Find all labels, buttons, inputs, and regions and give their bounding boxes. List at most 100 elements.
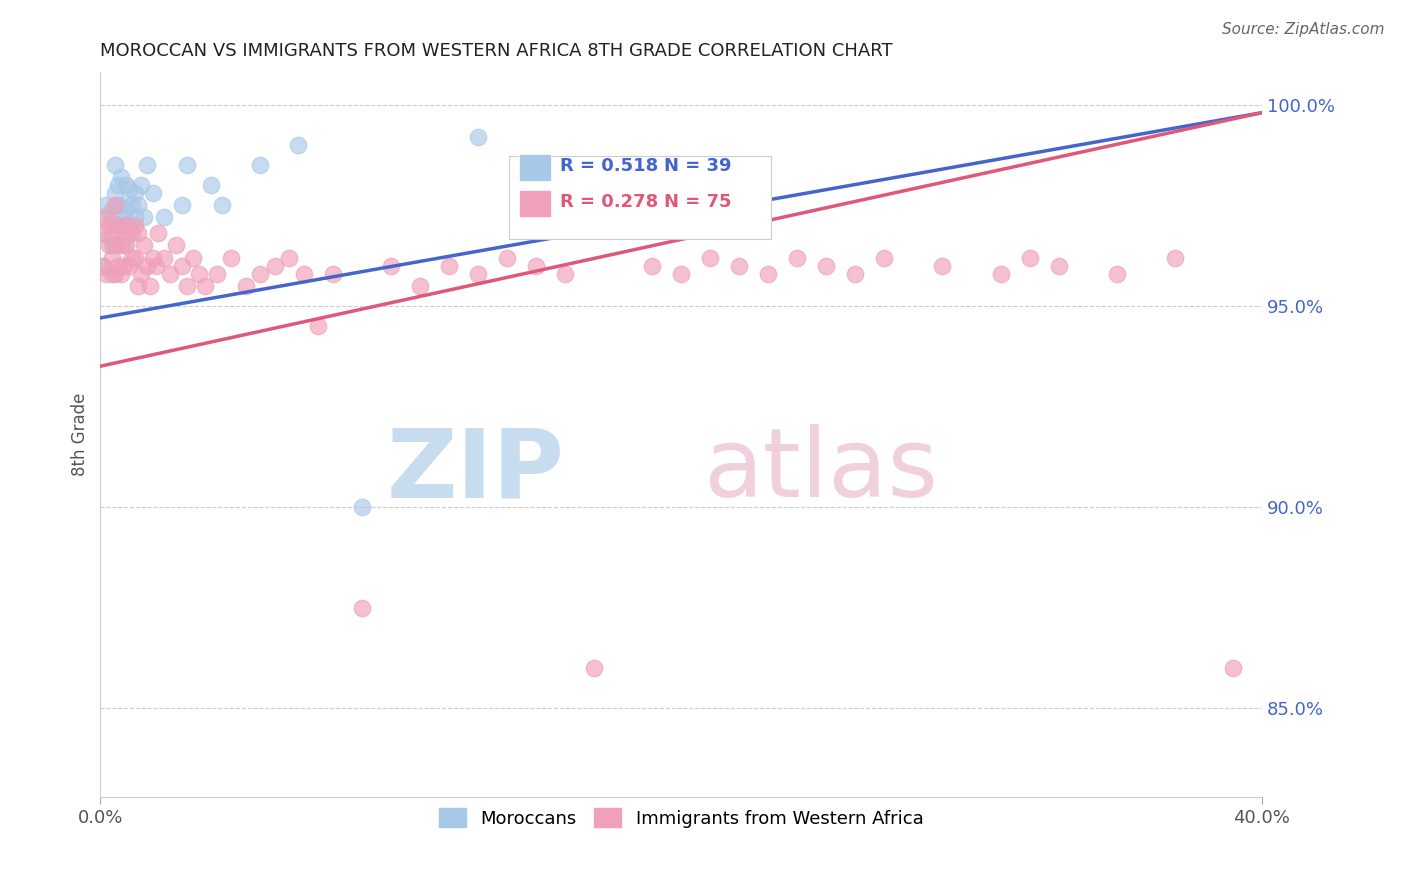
Point <box>127 278 149 293</box>
Point <box>127 198 149 212</box>
Point <box>1018 251 1040 265</box>
Point <box>159 267 181 281</box>
Point <box>165 238 187 252</box>
Point <box>153 251 176 265</box>
Point <box>409 278 432 293</box>
Point <box>121 251 143 265</box>
Text: atlas: atlas <box>703 425 938 517</box>
Point <box>176 278 198 293</box>
Point <box>1047 259 1070 273</box>
Point <box>118 259 141 273</box>
FancyBboxPatch shape <box>509 156 770 239</box>
Point <box>124 186 146 201</box>
Point <box>176 158 198 172</box>
Point <box>91 227 114 241</box>
Point <box>641 259 664 273</box>
Point <box>467 267 489 281</box>
Point <box>127 227 149 241</box>
Text: Source: ZipAtlas.com: Source: ZipAtlas.com <box>1222 22 1385 37</box>
Point <box>249 158 271 172</box>
Point <box>1164 251 1187 265</box>
Point <box>142 186 165 201</box>
Point <box>115 178 138 193</box>
Point <box>115 238 138 252</box>
Point <box>118 219 141 233</box>
Point <box>496 251 519 265</box>
Point <box>669 267 692 281</box>
Point <box>786 251 808 265</box>
Point <box>181 251 204 265</box>
Point <box>132 238 155 252</box>
Point <box>844 267 866 281</box>
Point <box>115 219 138 233</box>
Point <box>249 267 271 281</box>
Point <box>524 259 547 273</box>
Point <box>205 267 228 281</box>
Point <box>104 238 127 252</box>
Point <box>135 158 157 172</box>
Point <box>211 198 233 212</box>
Point <box>467 129 489 144</box>
Point <box>582 661 605 675</box>
Point <box>101 214 124 228</box>
Point <box>142 251 165 265</box>
Point <box>815 259 838 273</box>
Point <box>287 137 309 152</box>
Text: ZIP: ZIP <box>387 425 565 517</box>
Point <box>129 267 152 281</box>
Point <box>91 259 114 273</box>
Point <box>112 211 135 225</box>
Bar <box>519 153 551 181</box>
Point <box>931 259 953 273</box>
Text: R = 0.518: R = 0.518 <box>561 157 658 175</box>
Point <box>107 259 129 273</box>
Point <box>104 267 127 281</box>
Point <box>350 600 373 615</box>
Point <box>96 198 118 212</box>
Point <box>194 278 217 293</box>
Point <box>990 267 1012 281</box>
Point <box>112 238 135 252</box>
Point <box>107 178 129 193</box>
Text: N = 75: N = 75 <box>664 193 731 211</box>
Point <box>873 251 896 265</box>
Point <box>98 219 121 233</box>
Point <box>110 267 132 281</box>
Point <box>124 219 146 233</box>
Point <box>112 259 135 273</box>
Point <box>98 238 121 252</box>
Text: R = 0.278: R = 0.278 <box>561 193 658 211</box>
Point <box>153 211 176 225</box>
Point <box>188 267 211 281</box>
Point <box>115 202 138 217</box>
Point <box>1105 267 1128 281</box>
Point <box>322 267 344 281</box>
Point <box>129 178 152 193</box>
Text: N = 39: N = 39 <box>664 157 731 175</box>
Point <box>278 251 301 265</box>
Point <box>110 238 132 252</box>
Point <box>98 206 121 220</box>
Point <box>437 259 460 273</box>
Point <box>235 278 257 293</box>
Text: MOROCCAN VS IMMIGRANTS FROM WESTERN AFRICA 8TH GRADE CORRELATION CHART: MOROCCAN VS IMMIGRANTS FROM WESTERN AFRI… <box>100 42 893 60</box>
Point <box>118 182 141 196</box>
Point <box>756 267 779 281</box>
Point <box>98 230 121 244</box>
Point <box>728 259 751 273</box>
Point <box>380 259 402 273</box>
Point <box>219 251 242 265</box>
Point <box>307 318 329 333</box>
Bar <box>519 190 551 218</box>
Point <box>104 198 127 212</box>
Point <box>118 227 141 241</box>
Point <box>132 211 155 225</box>
Point <box>170 259 193 273</box>
Point <box>104 158 127 172</box>
Point <box>1222 661 1244 675</box>
Point <box>554 267 576 281</box>
Point <box>121 198 143 212</box>
Point <box>96 267 118 281</box>
Point <box>96 211 118 225</box>
Point <box>263 259 285 273</box>
